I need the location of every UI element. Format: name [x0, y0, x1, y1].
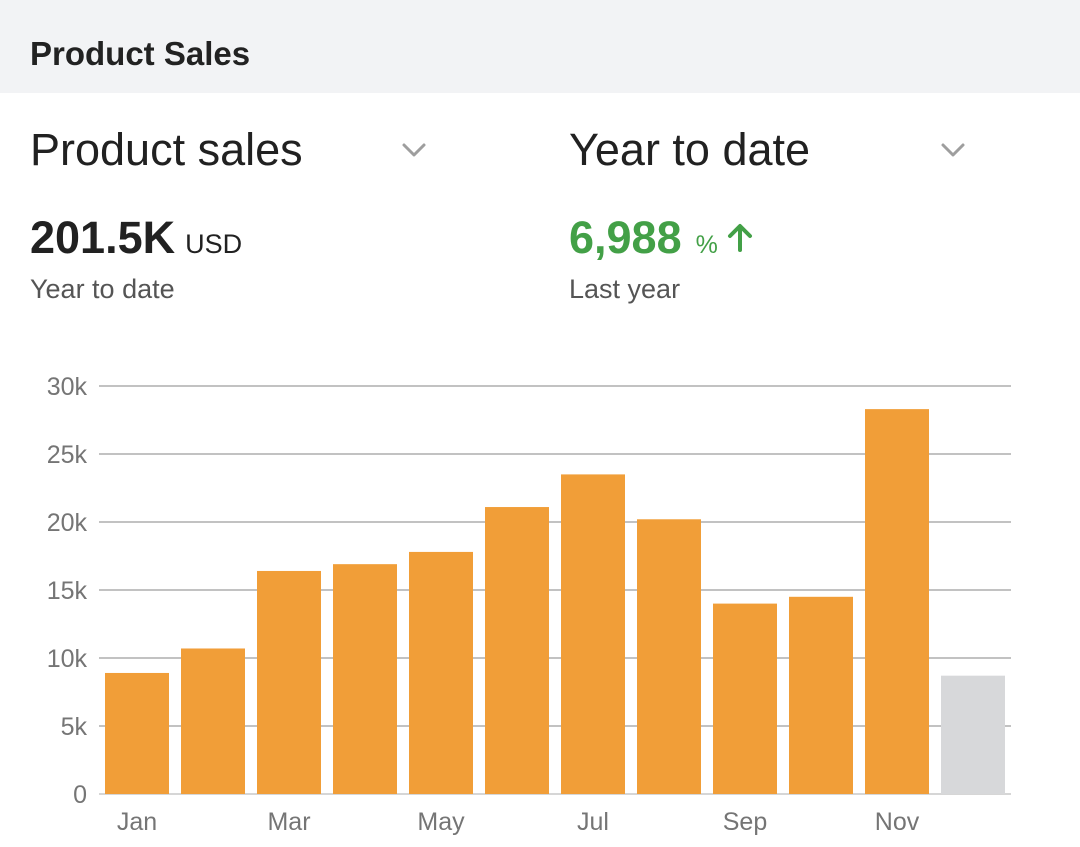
y-tick-label: 20k	[47, 509, 88, 537]
y-tick-label: 10k	[47, 645, 88, 673]
total-sales-metric: 201.5K USD Year to date	[30, 212, 242, 306]
bar-jun	[485, 507, 549, 794]
bar-apr	[333, 564, 397, 794]
bar-oct	[789, 596, 853, 794]
bar-dec	[941, 675, 1005, 794]
total-sales-value: 201.5K	[30, 212, 176, 263]
metric-dropdown[interactable]: Product sales	[30, 122, 430, 178]
change-metric: 6,988 % Last year	[569, 212, 754, 306]
arrow-up-icon	[727, 224, 752, 252]
change-unit: %	[695, 231, 718, 259]
x-tick-label: Mar	[267, 808, 310, 836]
y-tick-label: 15k	[47, 577, 88, 605]
period-dropdown[interactable]: Year to date	[569, 122, 969, 178]
header-bar: Product Sales	[0, 0, 1080, 93]
page-title: Product Sales	[30, 35, 251, 72]
total-sales-unit: USD	[185, 229, 243, 259]
change-caption: Last year	[569, 274, 681, 304]
y-tick-label: 5k	[61, 713, 88, 741]
bar-jan	[105, 672, 169, 794]
bar-nov	[865, 409, 929, 794]
chevron-down-icon	[402, 143, 426, 157]
x-tick-label: Sep	[723, 808, 767, 836]
bar-jul	[561, 474, 625, 794]
y-tick-label: 0	[73, 781, 87, 809]
total-sales-caption: Year to date	[30, 274, 175, 304]
chevron-down-icon	[941, 143, 965, 157]
sales-bar-chart: 0 5k 10k 15k 20k 25k 30k Jan Mar May Jul Sep Nov	[47, 373, 1011, 836]
x-tick-label: Jan	[117, 808, 157, 836]
y-tick-label: 25k	[47, 441, 88, 469]
bar-aug	[637, 519, 701, 794]
bar-feb	[181, 648, 245, 794]
change-value: 6,988	[569, 212, 682, 263]
x-tick-label: May	[417, 808, 465, 836]
x-tick-label: Jul	[577, 808, 609, 836]
bar-may	[409, 551, 473, 794]
bar-sep	[713, 603, 777, 794]
bar-mar	[257, 570, 321, 794]
x-tick-label: Nov	[875, 808, 920, 836]
y-tick-label: 30k	[47, 373, 88, 401]
period-dropdown-label: Year to date	[569, 124, 811, 175]
metric-dropdown-label: Product sales	[30, 124, 303, 175]
